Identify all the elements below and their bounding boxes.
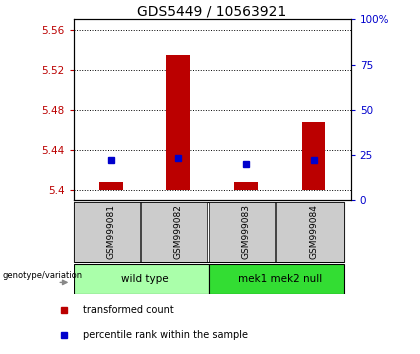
Bar (99, 182, 123, 190)
Text: GSM999083: GSM999083 (241, 204, 250, 259)
Text: percentile rank within the sample: percentile rank within the sample (83, 330, 248, 340)
Text: GSM999082: GSM999082 (174, 204, 183, 259)
Text: GSM999084: GSM999084 (309, 204, 318, 259)
Title: GDS5449 / 10563921: GDS5449 / 10563921 (137, 4, 287, 18)
Bar (74, 202, 140, 262)
Text: GSM999081: GSM999081 (106, 204, 115, 259)
Bar (74, 264, 209, 294)
Bar (166, 55, 190, 190)
Bar (302, 122, 326, 190)
Text: wild type: wild type (121, 274, 168, 284)
Bar (276, 202, 344, 262)
Bar (209, 264, 344, 294)
Bar (234, 182, 258, 190)
Text: mek1 mek2 null: mek1 mek2 null (238, 274, 322, 284)
Text: genotype/variation: genotype/variation (3, 271, 83, 280)
Bar (209, 202, 275, 262)
Bar (141, 202, 207, 262)
Text: transformed count: transformed count (83, 305, 173, 315)
